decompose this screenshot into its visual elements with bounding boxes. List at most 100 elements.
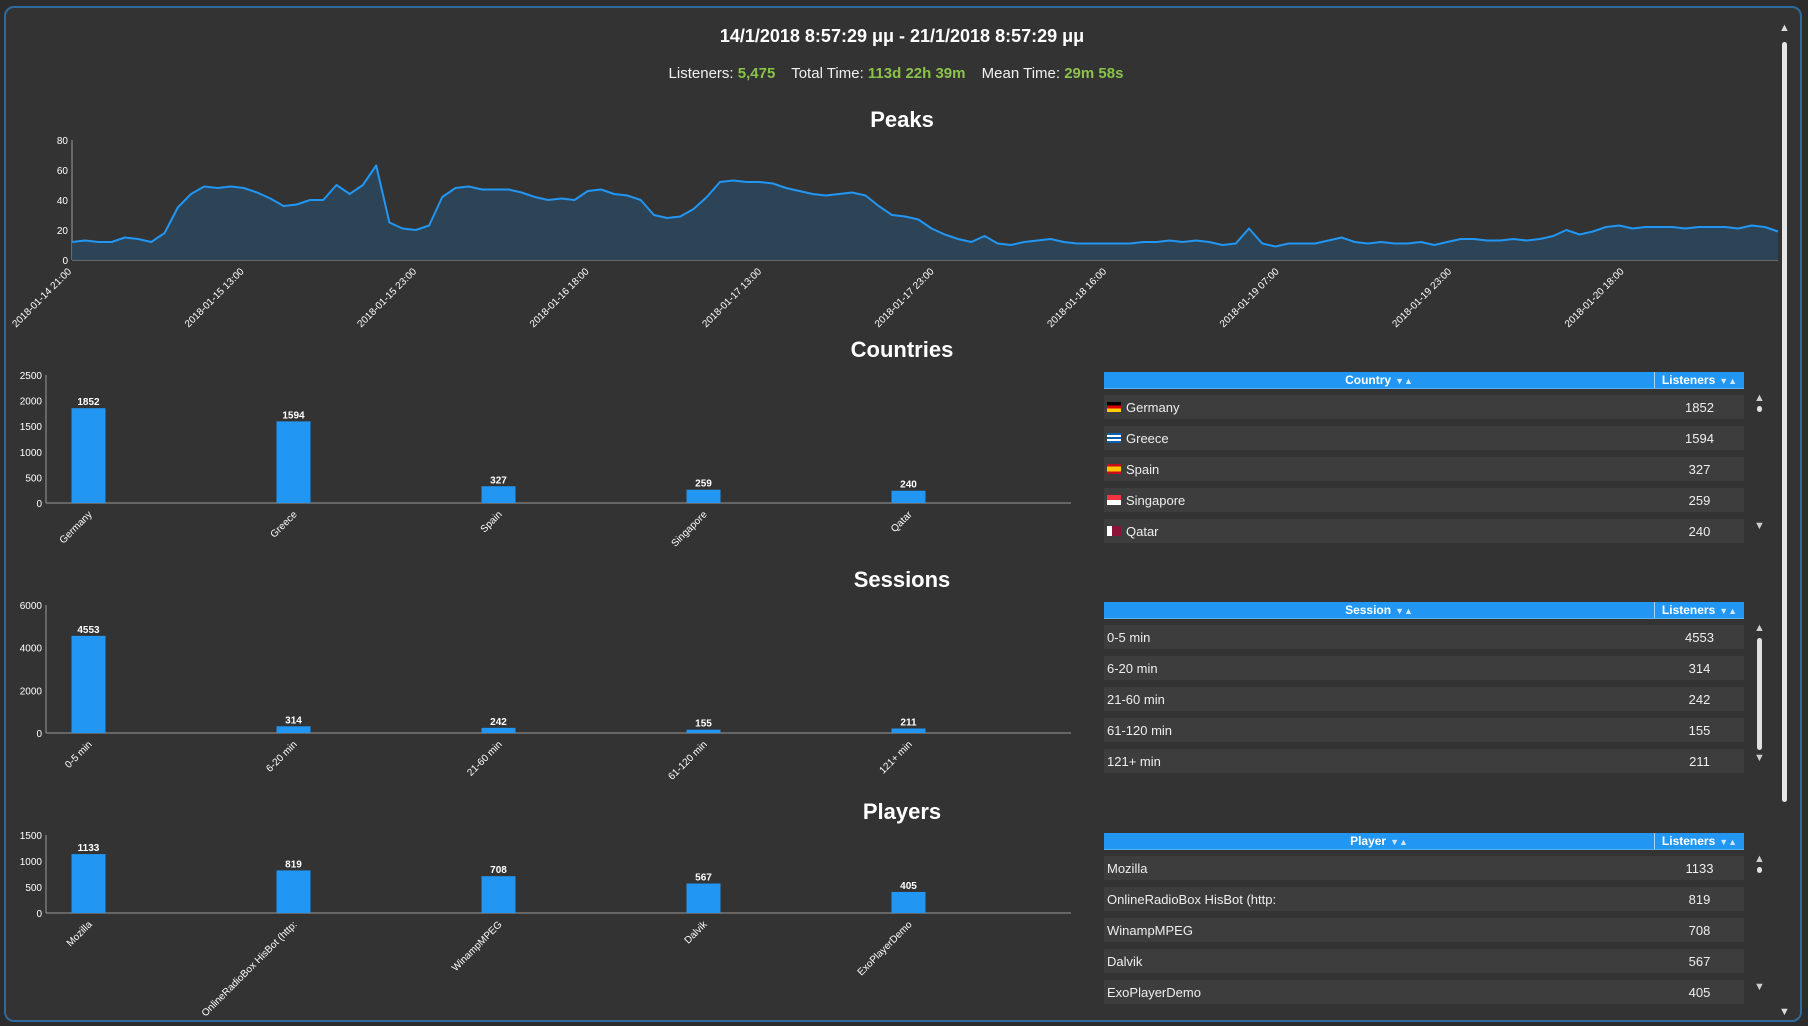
table-row[interactable]: Mozilla 1133 bbox=[1104, 856, 1744, 880]
x-tick-label: 121+ min bbox=[878, 739, 915, 776]
peaks-chart: 0 20 40 60 80 2018-01-14 21:00 2018-01-15 13:0… bbox=[11, 136, 1779, 330]
x-tick-label: Singapore bbox=[670, 509, 710, 549]
total-time-label: Total Time: bbox=[791, 65, 864, 82]
y-tick-label: 1500 bbox=[20, 422, 43, 433]
scroll-down-icon[interactable]: ▼ bbox=[1754, 520, 1765, 532]
scroll-up-icon[interactable]: ▲ bbox=[1779, 22, 1790, 34]
sort-arrows-icon[interactable]: ▼▲ bbox=[1719, 376, 1738, 386]
player-name: WinampMPEG bbox=[1107, 922, 1193, 938]
sort-arrows-icon[interactable]: ▼▲ bbox=[1390, 837, 1408, 847]
listeners-count: 708 bbox=[1688, 922, 1711, 938]
countries-title: Countries bbox=[850, 337, 954, 362]
y-tick-label: 20 bbox=[57, 226, 69, 237]
x-tick-label: Dalvik bbox=[683, 919, 711, 947]
bar bbox=[481, 727, 516, 733]
qatar-flag-icon bbox=[1107, 526, 1121, 536]
table-row[interactable]: 6-20 min 314 bbox=[1104, 656, 1744, 680]
table-row[interactable]: 0-5 min 4553 bbox=[1104, 625, 1744, 649]
sort-arrows-icon[interactable]: ▼▲ bbox=[1719, 837, 1738, 847]
players-chart: 0 500 1000 1500 1133 Mozilla 819 OnlineRadioBox… bbox=[20, 831, 1071, 1019]
x-tick-label: 2018-01-19 23:00 bbox=[1391, 266, 1455, 330]
germany-flag-icon bbox=[1107, 402, 1121, 412]
table-row[interactable]: Dalvik 567 bbox=[1104, 949, 1744, 973]
table-row[interactable]: ExoPlayerDemo 405 bbox=[1104, 980, 1744, 1004]
scroll-up-icon[interactable]: ▲ bbox=[1754, 853, 1765, 865]
listeners-count: 405 bbox=[1688, 984, 1711, 1000]
listeners-column-header[interactable]: Listeners ▼▲ bbox=[1661, 834, 1738, 848]
table-row[interactable]: Qatar 240 bbox=[1104, 519, 1744, 543]
table-row[interactable]: Greece 1594 bbox=[1104, 426, 1744, 450]
bar-value-label: 327 bbox=[490, 475, 507, 486]
scroll-down-icon[interactable]: ▼ bbox=[1754, 752, 1765, 764]
peaks-area-fill bbox=[72, 165, 1778, 260]
x-tick-label: 0-5 min bbox=[63, 739, 94, 770]
bar-value-label: 259 bbox=[695, 479, 712, 490]
listeners-count: 1133 bbox=[1685, 860, 1714, 876]
bar-value-label: 1133 bbox=[78, 843, 100, 854]
listeners-count: 1852 bbox=[1685, 399, 1714, 415]
listeners-count: 155 bbox=[1688, 722, 1711, 738]
player-name: OnlineRadioBox HisBot (http: bbox=[1107, 891, 1277, 907]
page-scrollbar[interactable]: ▲ ▼ bbox=[1778, 22, 1790, 1018]
scroll-down-icon[interactable]: ▼ bbox=[1754, 981, 1765, 993]
table-row[interactable]: WinampMPEG 708 bbox=[1104, 918, 1744, 942]
x-tick-label: OnlineRadioBox HisBot (http: bbox=[200, 919, 300, 1019]
bar-value-label: 819 bbox=[285, 859, 302, 870]
country-name: Spain bbox=[1126, 461, 1160, 477]
session-column-header[interactable]: Session ▼▲ bbox=[1104, 602, 1655, 618]
scroll-thumb[interactable] bbox=[1757, 867, 1762, 873]
players-table-header: Player ▼▲ Listeners ▼▲ bbox=[1104, 833, 1744, 850]
bar bbox=[891, 490, 926, 503]
bar-value-label: 1594 bbox=[282, 410, 305, 421]
listeners-column-header[interactable]: Listeners ▼▲ bbox=[1661, 373, 1738, 387]
x-tick-label: 2018-01-19 07:00 bbox=[1218, 266, 1282, 330]
listeners-column-header[interactable]: Listeners ▼▲ bbox=[1661, 603, 1738, 617]
x-tick-label: Germany bbox=[58, 509, 95, 546]
scroll-up-icon[interactable]: ▲ bbox=[1754, 392, 1765, 404]
table-row[interactable]: Germany 1852 bbox=[1104, 395, 1744, 419]
page-scroll-thumb[interactable] bbox=[1782, 42, 1787, 802]
table-row[interactable]: 61-120 min 155 bbox=[1104, 718, 1744, 742]
sort-arrows-icon[interactable]: ▼▲ bbox=[1395, 606, 1413, 616]
sort-arrows-icon[interactable]: ▼▲ bbox=[1719, 606, 1738, 616]
bar bbox=[276, 726, 311, 733]
scroll-down-icon[interactable]: ▼ bbox=[1779, 1006, 1790, 1018]
spain-flag-icon bbox=[1107, 464, 1121, 474]
scroll-up-icon[interactable]: ▲ bbox=[1754, 622, 1765, 634]
y-tick-label: 60 bbox=[57, 166, 69, 177]
table-row[interactable]: 21-60 min 242 bbox=[1104, 687, 1744, 711]
country-column-header[interactable]: Country ▼▲ bbox=[1104, 372, 1655, 388]
date-range-title: 14/1/2018 8:57:29 μμ - 21/1/2018 8:57:29… bbox=[719, 26, 1085, 46]
table-row[interactable]: Spain 327 bbox=[1104, 457, 1744, 481]
table-row[interactable]: Singapore 259 bbox=[1104, 488, 1744, 512]
player-column-header[interactable]: Player ▼▲ bbox=[1104, 833, 1655, 849]
x-tick-label: 2018-01-17 13:00 bbox=[701, 266, 765, 330]
x-tick-label: 2018-01-17 23:00 bbox=[873, 266, 937, 330]
y-tick-label: 80 bbox=[57, 136, 69, 147]
players-table: Player ▼▲ Listeners ▼▲ Mozilla 1133 OnlineR… bbox=[1104, 833, 1765, 1004]
listeners-count: 211 bbox=[1689, 753, 1710, 769]
bar bbox=[891, 891, 926, 913]
bar-value-label: 1852 bbox=[77, 397, 100, 408]
table-row[interactable]: OnlineRadioBox HisBot (http: 819 bbox=[1104, 887, 1744, 911]
y-tick-label: 4000 bbox=[20, 644, 43, 655]
bar bbox=[481, 876, 516, 913]
sessions-table: Session ▼▲ Listeners ▼▲ 0-5 min 4553 6-20 m… bbox=[1104, 602, 1765, 773]
x-tick-label: 2018-01-15 13:00 bbox=[183, 266, 247, 330]
sessions-table-header: Session ▼▲ Listeners ▼▲ bbox=[1104, 602, 1744, 619]
listeners-count: 314 bbox=[1688, 660, 1711, 676]
y-tick-label: 2000 bbox=[20, 397, 43, 408]
bar bbox=[686, 883, 721, 913]
table-row[interactable]: 121+ min 211 bbox=[1104, 749, 1744, 773]
bar-value-label: 155 bbox=[695, 719, 712, 730]
scroll-thumb[interactable] bbox=[1757, 406, 1762, 412]
listeners-count: 259 bbox=[1688, 492, 1711, 508]
listeners-value: 5,475 bbox=[737, 65, 776, 82]
x-tick-label: 6-20 min bbox=[264, 739, 299, 774]
y-tick-label: 40 bbox=[57, 196, 69, 207]
sort-arrows-icon[interactable]: ▼▲ bbox=[1395, 376, 1413, 386]
listeners-count: 1594 bbox=[1685, 430, 1714, 446]
country-name: Greece bbox=[1126, 430, 1169, 446]
bar bbox=[71, 408, 106, 503]
scroll-thumb[interactable] bbox=[1757, 638, 1762, 750]
